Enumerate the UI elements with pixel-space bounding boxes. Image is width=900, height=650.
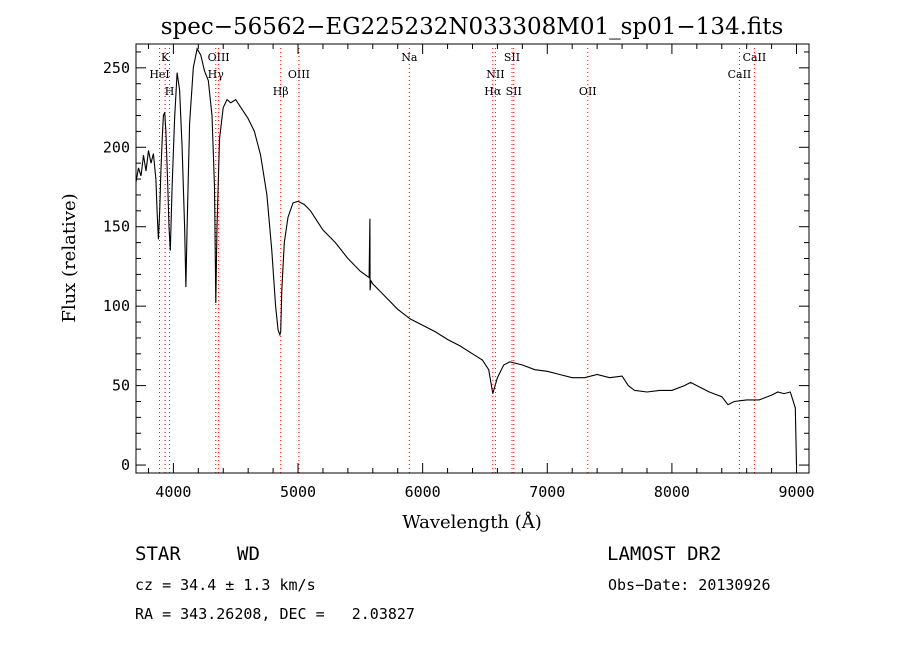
spectral-line-label: Na [401, 51, 418, 64]
x-axis-label: Wavelength (Å) [402, 511, 542, 533]
y-tick-label: 200 [103, 138, 130, 156]
spectral-line-label: NII [486, 68, 504, 81]
survey-name: LAMOST DR2 [607, 543, 722, 565]
x-tick-label: 4000 [155, 483, 191, 501]
x-tick-label: 8000 [654, 483, 690, 501]
spectral-line-label: CaII [728, 68, 752, 81]
spectral-line-label: Hβ [273, 85, 289, 98]
spectral-line-label: Hγ [208, 68, 225, 81]
x-tick-label: 9000 [778, 483, 814, 501]
redshift-velocity: cz = 34.4 ± 1.3 km/s [135, 576, 316, 594]
spectral-line-label: OIII [288, 68, 310, 81]
object-type: STAR [135, 543, 181, 565]
spectral-line-label: HeI [149, 68, 169, 81]
y-tick-label: 250 [103, 59, 130, 77]
x-tick-label: 5000 [280, 483, 316, 501]
coordinates: RA = 343.26208, DEC = 2.03827 [135, 605, 415, 623]
spectral-line-label: SII [506, 85, 522, 98]
x-tick-label: 7000 [529, 483, 565, 501]
spectral-line-label: K [161, 51, 170, 64]
plot-frame [135, 43, 810, 474]
spectral-line-label: SII [504, 51, 520, 64]
y-tick-label: 50 [112, 377, 130, 395]
spectrum-series-line [135, 47, 798, 466]
axis-tick-labels: 4000 5000 6000 7000 8000 9000 0 50 100 150 200 250 [103, 59, 815, 501]
spectral-line-label: OIII [208, 51, 230, 64]
object-subclass: WD [237, 543, 260, 565]
spectral-line-label: Hα [484, 85, 502, 98]
chart-title: spec−56562−EG225232N033308M01_sp01−134.f… [161, 14, 784, 40]
y-tick-label: 0 [121, 456, 130, 474]
y-axis-label: Flux (relative) [59, 193, 80, 322]
spectral-line-label: H [165, 85, 175, 98]
spectral-line-label: OII [579, 85, 597, 98]
y-tick-label: 150 [103, 218, 130, 236]
spectral-line-label: CaII [743, 51, 767, 64]
y-tick-label: 100 [103, 297, 130, 315]
x-tick-label: 6000 [405, 483, 441, 501]
axis-ticks [136, 44, 809, 473]
observation-date: Obs−Date: 20130926 [608, 576, 771, 594]
